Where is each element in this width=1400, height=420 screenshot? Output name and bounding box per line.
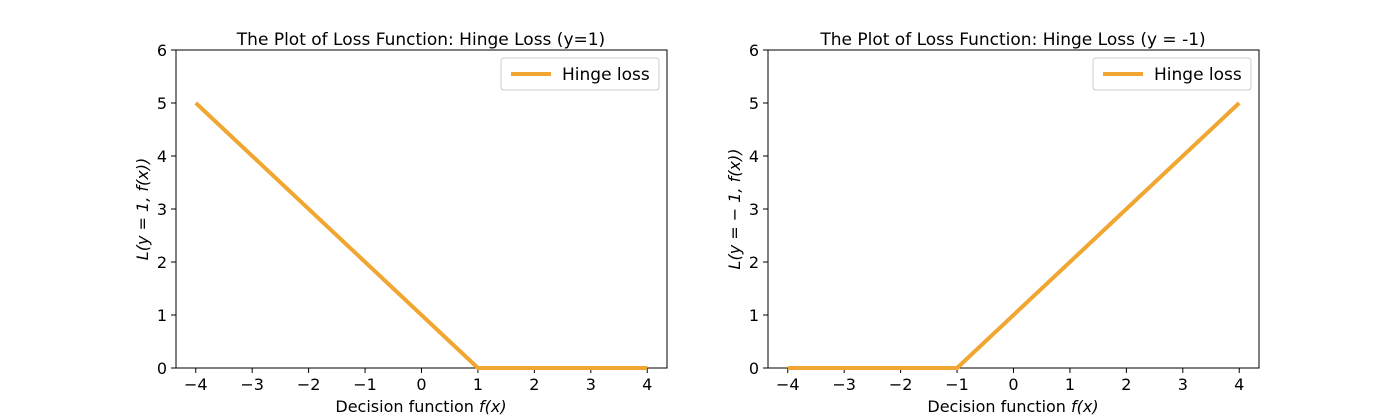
- series-line-hinge-loss: [787, 101, 1241, 370]
- y-tick-label: 0: [157, 359, 167, 378]
- x-tick-label: 2: [529, 375, 539, 394]
- x-tick-label: 3: [586, 375, 596, 394]
- series-line-hinge-loss: [194, 101, 648, 370]
- legend-box: [1092, 57, 1252, 91]
- y-axis: 0 1 2 3 4 5 6: [749, 41, 768, 378]
- x-tick-label: 1: [1065, 375, 1075, 394]
- x-tick-label: −4: [184, 375, 208, 394]
- legend-label: Hinge loss: [1154, 65, 1242, 85]
- y-tick-label: 1: [157, 306, 167, 325]
- y-tick-label: 6: [157, 41, 167, 60]
- y-tick-label: 6: [749, 41, 759, 60]
- legend: Hinge loss: [500, 57, 660, 91]
- chart-panel-left: The Plot of Loss Function: Hinge Loss (y…: [133, 30, 668, 416]
- x-tick-label: −2: [889, 375, 913, 394]
- legend-label: Hinge loss: [562, 65, 650, 85]
- y-tick-label: 0: [749, 359, 759, 378]
- x-tick-label: −4: [776, 375, 800, 394]
- plot-area: [175, 49, 668, 369]
- x-axis-label: Decision function f(x): [927, 397, 1098, 416]
- x-tick-label: 2: [1121, 375, 1131, 394]
- x-axis: −4 −3 −2 −1 0 1 2 3 4: [776, 368, 1244, 394]
- y-tick-label: 5: [157, 94, 167, 113]
- x-tick-label: 0: [416, 375, 426, 394]
- y-tick-label: 3: [749, 200, 759, 219]
- y-tick-label: 2: [749, 253, 759, 272]
- y-tick-label: 4: [157, 147, 167, 166]
- x-tick-label: −1: [945, 375, 969, 394]
- chart-title: The Plot of Loss Function: Hinge Loss (y…: [819, 30, 1205, 50]
- y-tick-label: 3: [157, 200, 167, 219]
- x-tick-label: 3: [1178, 375, 1188, 394]
- legend: Hinge loss: [1092, 57, 1252, 91]
- y-tick-label: 1: [749, 306, 759, 325]
- x-tick-label: 4: [642, 375, 652, 394]
- plot-area: [767, 49, 1260, 369]
- legend-box: [500, 57, 660, 91]
- x-tick-label: −3: [832, 375, 856, 394]
- x-tick-label: 0: [1008, 375, 1018, 394]
- x-axis-label: Decision function f(x): [335, 397, 506, 416]
- x-tick-label: −3: [240, 375, 264, 394]
- y-tick-label: 5: [749, 94, 759, 113]
- chart-panel-right: The Plot of Loss Function: Hinge Loss (y…: [725, 30, 1260, 416]
- y-tick-label: 4: [749, 147, 759, 166]
- y-axis-label: L(y = 1, f(x)): [133, 158, 152, 260]
- x-tick-label: 1: [473, 375, 483, 394]
- x-tick-label: −2: [297, 375, 321, 394]
- x-tick-label: 4: [1234, 375, 1244, 394]
- x-axis: −4 −3 −2 −1 0 1 2 3 4: [184, 368, 652, 394]
- y-axis-label: L(y = − 1, f(x)): [725, 149, 744, 270]
- y-axis: 0 1 2 3 4 5 6: [157, 41, 176, 378]
- y-tick-label: 2: [157, 253, 167, 272]
- chart-title: The Plot of Loss Function: Hinge Loss (y…: [236, 30, 605, 50]
- x-tick-label: −1: [353, 375, 377, 394]
